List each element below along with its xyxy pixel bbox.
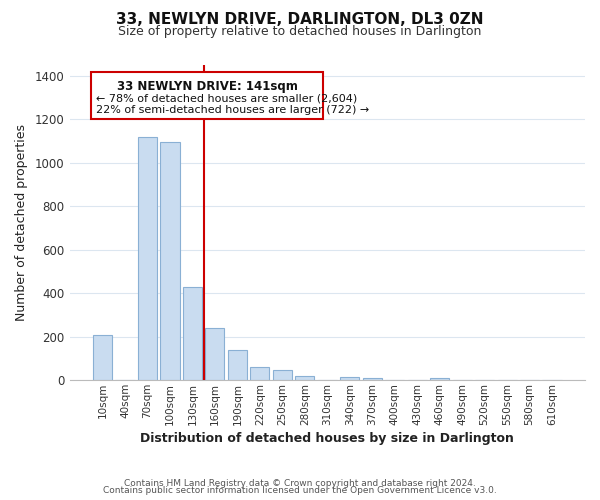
Text: Size of property relative to detached houses in Darlington: Size of property relative to detached ho… — [118, 25, 482, 38]
FancyBboxPatch shape — [91, 72, 323, 120]
Text: Contains HM Land Registry data © Crown copyright and database right 2024.: Contains HM Land Registry data © Crown c… — [124, 478, 476, 488]
Bar — [362, 378, 382, 380]
Bar — [295, 376, 314, 380]
Bar — [273, 370, 292, 380]
Bar — [160, 142, 179, 380]
X-axis label: Distribution of detached houses by size in Darlington: Distribution of detached houses by size … — [140, 432, 514, 445]
Bar — [93, 334, 112, 380]
Bar — [430, 378, 449, 380]
Text: ← 78% of detached houses are smaller (2,604): ← 78% of detached houses are smaller (2,… — [97, 93, 358, 103]
Bar — [138, 137, 157, 380]
Y-axis label: Number of detached properties: Number of detached properties — [15, 124, 28, 321]
Text: 33, NEWLYN DRIVE, DARLINGTON, DL3 0ZN: 33, NEWLYN DRIVE, DARLINGTON, DL3 0ZN — [116, 12, 484, 28]
Text: 33 NEWLYN DRIVE: 141sqm: 33 NEWLYN DRIVE: 141sqm — [116, 80, 298, 93]
Text: 22% of semi-detached houses are larger (722) →: 22% of semi-detached houses are larger (… — [97, 105, 370, 115]
Bar — [183, 287, 202, 380]
Bar — [250, 367, 269, 380]
Text: Contains public sector information licensed under the Open Government Licence v3: Contains public sector information licen… — [103, 486, 497, 495]
Bar — [205, 328, 224, 380]
Bar — [228, 350, 247, 380]
Bar — [340, 377, 359, 380]
